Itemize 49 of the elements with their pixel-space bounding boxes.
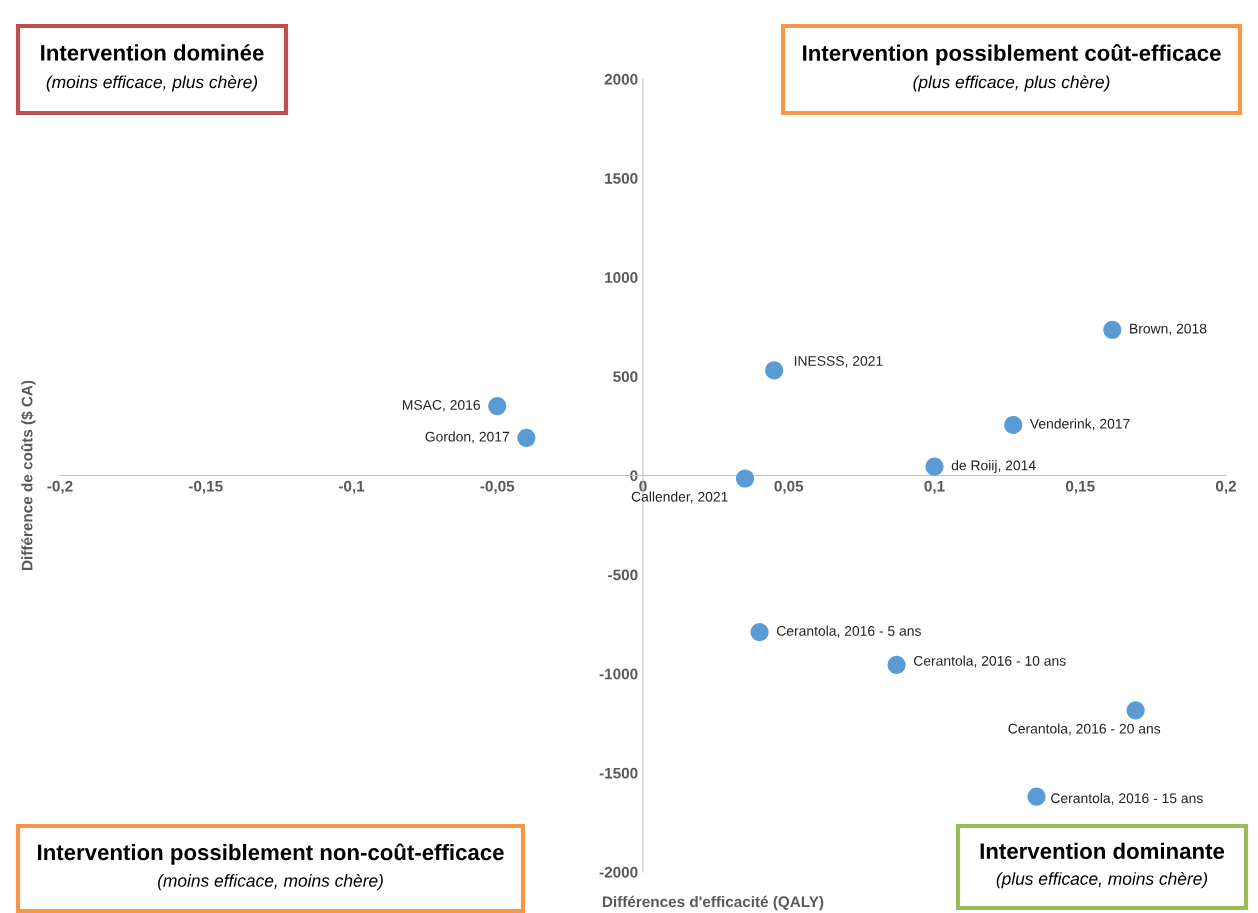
x-tick-label: 0,2: [1215, 480, 1237, 494]
x-axis-title: Différences d'efficacité (QALY): [602, 895, 824, 911]
x-tick-label: 0,15: [1065, 480, 1095, 494]
annotation: Venderink, 2017: [1029, 418, 1130, 431]
annotation: (moins efficace, plus chère): [46, 75, 258, 92]
annotation: (plus efficace, moins chère): [996, 871, 1208, 889]
annotation: INESSS, 2021: [794, 355, 883, 368]
point: [887, 655, 906, 674]
y-tick-label: 2000: [604, 73, 638, 85]
annotation: Cerantola, 2016 - 15 ans: [1051, 792, 1203, 805]
text: Intervention dominée: [41, 44, 264, 61]
point: [925, 457, 944, 476]
y-axis-title: Différence de coûts ($ CA): [20, 380, 36, 570]
x-tick-label: -0,2: [47, 480, 73, 494]
y-tick-label: 1500: [605, 172, 638, 184]
x-tick-label: 0: [639, 480, 647, 492]
y-tick-label: 1000: [605, 272, 638, 283]
point: [1126, 701, 1145, 720]
text: Intervention possiblement coût-efficace: [803, 44, 1221, 66]
annotation: de Roiij, 2014: [951, 460, 1036, 474]
x-tick-label: 0,1: [924, 480, 945, 494]
point: [488, 397, 507, 416]
y-tick-label: -1000: [599, 668, 638, 680]
y-tick-label: -1500: [599, 767, 638, 779]
annotation: Brown, 2018: [1130, 323, 1207, 336]
annotation: (plus efficace, plus chère): [913, 75, 1110, 92]
point: [517, 428, 536, 447]
point: [735, 469, 755, 488]
point: [1103, 320, 1122, 339]
text: (moins efficace, moins chère): [157, 873, 383, 891]
annotation: Intervention dominante: [980, 842, 1225, 860]
annotation: Cerantola, 2016 - 10 ans: [913, 655, 1066, 668]
y-tick-label: -500: [608, 569, 638, 581]
point: [765, 361, 784, 380]
annotation: Cerantola, 2016 - 20 ans: [1008, 723, 1161, 736]
annotation: Gordon, 2017: [425, 431, 510, 444]
x-tick-label: -0,1: [338, 480, 365, 494]
point: [750, 623, 769, 642]
x-tick-label: -0,05: [480, 480, 515, 494]
x-tick-label: 0,05: [774, 480, 804, 494]
annotation: Intervention possiblement non-coût-efficace: [38, 843, 504, 865]
y-tick-label: -2000: [599, 866, 638, 878]
x-tick-label: -0,15: [188, 480, 223, 494]
point: [1027, 787, 1046, 806]
annotation: MSAC, 2016: [402, 400, 480, 412]
annotation: Callender, 2021: [631, 491, 728, 504]
y-tick-label: 500: [613, 371, 638, 383]
point: [1004, 415, 1023, 434]
annotation: Cerantola, 2016 - 5 ans: [776, 625, 921, 638]
